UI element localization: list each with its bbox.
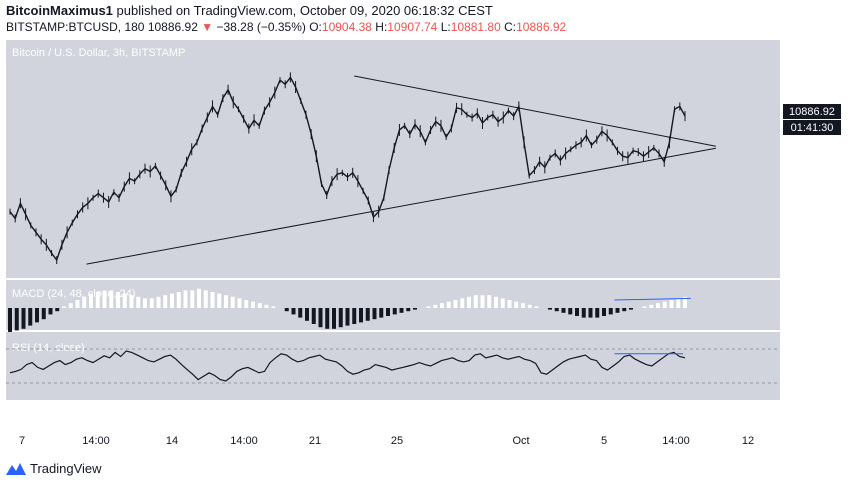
price-tick: 11200.00 xyxy=(795,68,840,80)
x-tick: 12 xyxy=(742,435,754,447)
macd-tick: 0.00 xyxy=(797,303,818,315)
x-tick: 25 xyxy=(391,435,403,447)
chart-canvas[interactable]: Bitcoin / U.S. Dollar, 3h, BITSTAMP MACD… xyxy=(0,38,850,458)
main-pane xyxy=(6,40,780,278)
price-tick: 10400.00 xyxy=(794,179,840,191)
price-tick: 10000.00 xyxy=(794,234,840,246)
low-label: L: xyxy=(440,20,451,34)
rsi-label: RSI (14, close) xyxy=(12,342,85,354)
rsi-tick: 75.00 xyxy=(794,344,822,356)
open-label: O: xyxy=(309,20,322,34)
price-tick: 11400.00 xyxy=(795,41,840,53)
change: −38.28 (−0.35%) xyxy=(216,20,306,34)
x-tick: 14:00 xyxy=(230,435,258,447)
price-series-line xyxy=(9,76,686,262)
price-tick: 10600.00 xyxy=(794,151,840,163)
close-value: 10886.92 xyxy=(516,20,567,34)
rsi-tick: 25.00 xyxy=(794,378,822,390)
footer: TradingView xyxy=(6,461,102,476)
low-value: 10881.80 xyxy=(450,20,501,34)
last-price: 10886.92 xyxy=(147,20,198,34)
x-tick: 14 xyxy=(166,435,178,447)
x-tick: Oct xyxy=(512,435,529,447)
trendline xyxy=(86,147,716,265)
author[interactable]: BitcoinMaximus1 xyxy=(6,3,113,18)
x-tick: 21 xyxy=(309,435,321,447)
price-tick: 9800.00 xyxy=(800,262,840,274)
rsi-pane xyxy=(6,332,780,400)
macd-divergence-line xyxy=(614,297,691,301)
high-value: 10907.74 xyxy=(387,20,438,34)
close-label: C: xyxy=(504,20,517,34)
price-tag-bg xyxy=(783,104,841,119)
price-tick: 10200.00 xyxy=(794,207,840,219)
x-tick: 14:00 xyxy=(662,435,690,447)
trendline xyxy=(354,75,716,147)
open-value: 10904.38 xyxy=(321,20,372,34)
main-title: Bitcoin / U.S. Dollar, 3h, BITSTAMP xyxy=(12,47,185,59)
countdown-bg xyxy=(783,120,841,135)
published-text: published on TradingView.com, October 09… xyxy=(116,3,493,18)
symbol: BITSTAMP:BTCUSD, 180 xyxy=(6,20,145,34)
x-tick: 14:00 xyxy=(82,435,110,447)
brand[interactable]: TradingView xyxy=(30,461,102,476)
rsi-line xyxy=(9,350,686,382)
x-tick: 5 xyxy=(601,435,607,447)
symbol-line: BITSTAMP:BTCUSD, 180 10886.92 ▼ −38.28 (… xyxy=(6,20,566,34)
high-label: H: xyxy=(375,20,388,34)
x-tick: 7 xyxy=(19,435,25,447)
tradingview-logo-icon xyxy=(6,462,26,475)
price-tag: 10886.92 xyxy=(789,106,835,118)
publish-line: BitcoinMaximus1 published on TradingView… xyxy=(6,3,493,18)
countdown: 01:41:30 xyxy=(791,122,834,134)
down-arrow-icon: ▼ xyxy=(201,20,214,34)
rsi-tick: 50.00 xyxy=(794,361,822,373)
